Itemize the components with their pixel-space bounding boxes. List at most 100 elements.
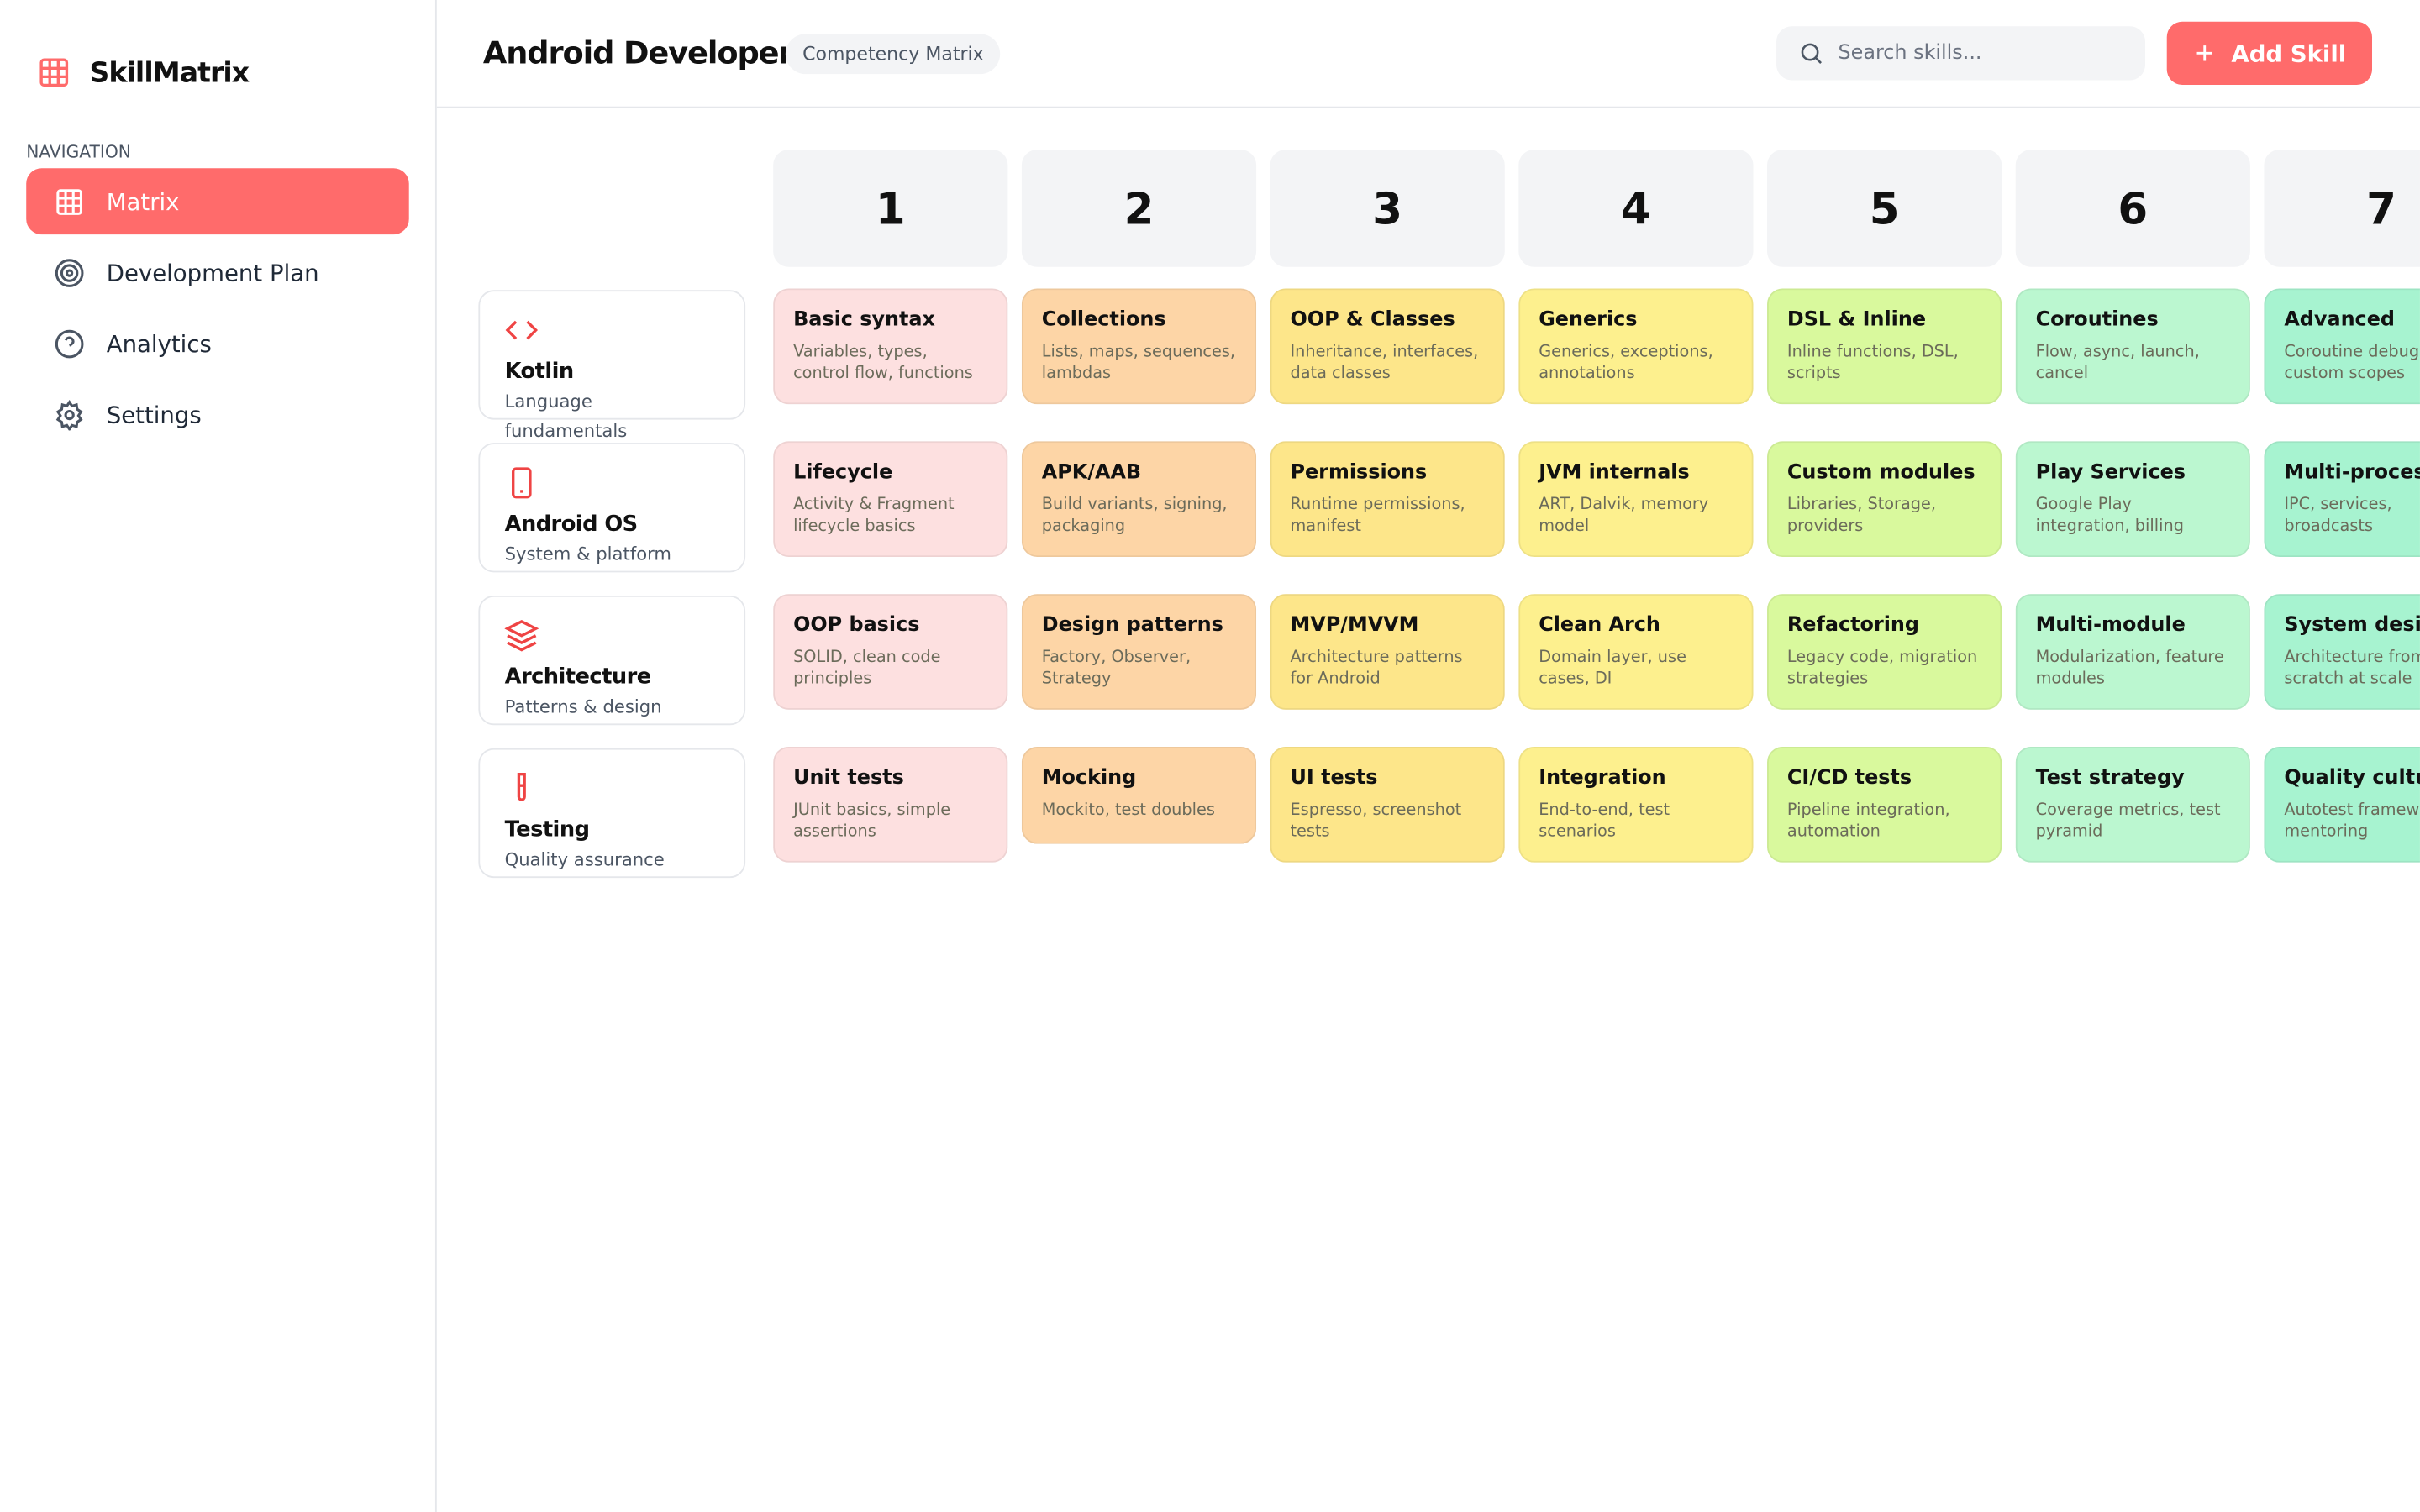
skill-cell[interactable]: Advanced Coroutine debugging, custom scop… xyxy=(2264,288,2420,405)
skill-title: Coroutines xyxy=(2035,308,2159,332)
skill-cell[interactable]: UI tests Espresso, screenshot tests xyxy=(1270,746,1505,863)
skill-cell[interactable]: Basic syntax Variables, types, control fl… xyxy=(773,288,1008,405)
nav-item[interactable]: Development Plan xyxy=(26,239,409,306)
level-header: 7 xyxy=(2264,150,2420,267)
skill-cell[interactable]: Refactoring Legacy code, migration strate… xyxy=(1767,594,2002,710)
add-skill-button[interactable]: Add Skill xyxy=(2166,21,2373,86)
skill-desc: Runtime permissions, manifest xyxy=(1290,495,1465,536)
skill-title: CI/CD tests xyxy=(1786,766,1912,790)
skill-title: Integration xyxy=(1539,766,1666,790)
skill-cell[interactable]: Coroutines Flow, async, launch, cancel xyxy=(2015,288,2250,405)
skill-title: OOP & Classes xyxy=(1290,308,1455,332)
sidebar: SkillMatrix NAVIGATION Matrix Developmen… xyxy=(0,0,437,1512)
skill-desc: Modularization, feature modules xyxy=(2035,648,2224,689)
skill-cell[interactable]: Clean Arch Domain layer, use cases, DI xyxy=(1518,594,1754,710)
skill-cell[interactable]: Generics Generics, exceptions, annotation… xyxy=(1518,288,1754,405)
search-box[interactable]: Search skills... xyxy=(1776,26,2146,81)
nav-icon xyxy=(55,328,84,358)
skill-title: Mocking xyxy=(1041,766,1137,790)
skill-cell[interactable]: Multi-process IPC, services, broadcasts xyxy=(2264,441,2420,558)
skill-desc: End-to-end, test scenarios xyxy=(1539,801,1670,842)
skill-desc: SOLID, clean code principles xyxy=(793,648,941,689)
skill-title: Lifecycle xyxy=(793,461,893,485)
nav-text: Analytics xyxy=(106,329,212,358)
skill-cell[interactable]: APK/AAB Build variants, signing, packagin… xyxy=(1021,441,1257,558)
row-subtitle: Quality assurance xyxy=(504,848,665,870)
skill-cell[interactable]: System design Architecture from scratch a… xyxy=(2264,594,2420,710)
row-subtitle: System & platform xyxy=(504,543,672,565)
skill-cell[interactable]: Test strategy Coverage metrics, test pyra… xyxy=(2015,746,2250,863)
level-header: 4 xyxy=(1518,150,1754,267)
brand-icon xyxy=(39,58,69,87)
page-title: Android Developer xyxy=(482,34,794,71)
skill-cell[interactable]: Multi-module Modularization, feature modu… xyxy=(2015,594,2250,710)
skill-title: DSL & Inline xyxy=(1786,308,1927,332)
skill-cell[interactable]: Lifecycle Activity & Fragment lifecycle b… xyxy=(773,441,1008,558)
row-subtitle: Patterns & design xyxy=(504,696,662,718)
skill-desc: Autotest frameworks, mentoring xyxy=(2284,801,2420,842)
skill-title: Quality culture xyxy=(2284,766,2420,790)
skill-cell[interactable]: DSL & Inline Inline functions, DSL, scrip… xyxy=(1767,288,2002,405)
row-label: Kotlin Language fundamentals xyxy=(478,290,746,441)
row-icon xyxy=(512,467,532,499)
search-placeholder: Search skills... xyxy=(1838,41,1982,66)
skill-cell[interactable]: Collections Lists, maps, sequences, lambd… xyxy=(1021,288,1257,405)
skill-title: JVM internals xyxy=(1539,461,1690,485)
brand: SkillMatrix xyxy=(37,55,250,89)
nav-icon xyxy=(55,258,84,287)
skill-title: Unit tests xyxy=(793,766,904,790)
skill-desc: Architecture patterns for Android xyxy=(1290,648,1463,689)
nav-item[interactable]: Settings xyxy=(26,381,409,448)
row-label: Testing Quality assurance xyxy=(478,748,746,879)
nav-text: Matrix xyxy=(106,187,180,216)
matrix-area: 1 2 3 4 5 6 7 Kotlin Language fundamentals Basic … xyxy=(437,108,2420,1512)
skill-cell[interactable]: CI/CD tests Pipeline integration, automat… xyxy=(1767,746,2002,863)
skill-cell[interactable]: Custom modules Libraries, Storage, provid… xyxy=(1767,441,2002,558)
skill-title: Custom modules xyxy=(1786,461,1975,485)
skill-cell[interactable]: OOP basics SOLID, clean code principles xyxy=(773,594,1008,710)
row-name: Architecture xyxy=(504,664,652,690)
skill-desc: Libraries, Storage, providers xyxy=(1786,495,1937,536)
skill-title: Play Services xyxy=(2035,461,2186,485)
skill-desc: Variables, types, control flow, function… xyxy=(793,342,973,383)
row-icon xyxy=(505,320,539,340)
nav-text: Settings xyxy=(106,400,202,428)
skill-title: Generics xyxy=(1539,308,1638,332)
skill-cell[interactable]: Unit tests JUnit basics, simple assertion… xyxy=(773,746,1008,863)
skill-cell[interactable]: Permissions Runtime permissions, manifest xyxy=(1270,441,1505,558)
skill-cell[interactable]: Mocking Mockito, test doubles xyxy=(1021,746,1257,844)
skill-title: MVP/MVVM xyxy=(1290,614,1419,638)
skill-desc: Inline functions, DSL, scripts xyxy=(1786,342,1959,383)
skill-title: Refactoring xyxy=(1786,614,1920,638)
skill-cell[interactable]: JVM internals ART, Dalvik, memory model xyxy=(1518,441,1754,558)
row-label: Android OS System & platform xyxy=(478,443,746,573)
nav-item[interactable]: Matrix xyxy=(26,168,409,235)
nav-item[interactable]: Analytics xyxy=(26,310,409,376)
brand-name: SkillMatrix xyxy=(89,56,250,89)
skill-desc: Domain layer, use cases, DI xyxy=(1539,648,1686,689)
skill-desc: Lists, maps, sequences, lambdas xyxy=(1041,342,1236,383)
skill-cell[interactable]: OOP & Classes Inheritance, interfaces, da… xyxy=(1270,288,1505,405)
skill-cell[interactable]: Play Services Google Play integration, bi… xyxy=(2015,441,2250,558)
skill-desc: Google Play integration, billing xyxy=(2035,495,2184,536)
skill-desc: JUnit basics, simple assertions xyxy=(793,801,951,842)
skill-cell[interactable]: Design patterns Factory, Observer, Strate… xyxy=(1021,594,1257,710)
skill-cell[interactable]: Integration End-to-end, test scenarios xyxy=(1518,746,1754,863)
skill-desc: Build variants, signing, packaging xyxy=(1041,495,1228,536)
skill-title: Advanced xyxy=(2284,308,2396,332)
row-name: Android OS xyxy=(504,512,639,538)
level-header: 6 xyxy=(2015,150,2250,267)
skill-cell[interactable]: MVP/MVVM Architecture patterns for Androi… xyxy=(1270,594,1505,710)
skill-title: Collections xyxy=(1041,308,1166,332)
level-header: 3 xyxy=(1270,150,1505,267)
skill-cell[interactable]: Quality culture Autotest frameworks, ment… xyxy=(2264,746,2420,863)
skill-desc: Coroutine debugging, custom scopes xyxy=(2284,342,2420,383)
skill-desc: IPC, services, broadcasts xyxy=(2284,495,2392,536)
row-name: Testing xyxy=(504,817,590,843)
skill-desc: Pipeline integration, automation xyxy=(1786,801,1950,842)
skill-desc: Generics, exceptions, annotations xyxy=(1539,342,1713,383)
plus-icon xyxy=(2196,45,2212,61)
skill-desc: Flow, async, launch, cancel xyxy=(2035,342,2200,383)
skill-title: UI tests xyxy=(1290,766,1378,790)
